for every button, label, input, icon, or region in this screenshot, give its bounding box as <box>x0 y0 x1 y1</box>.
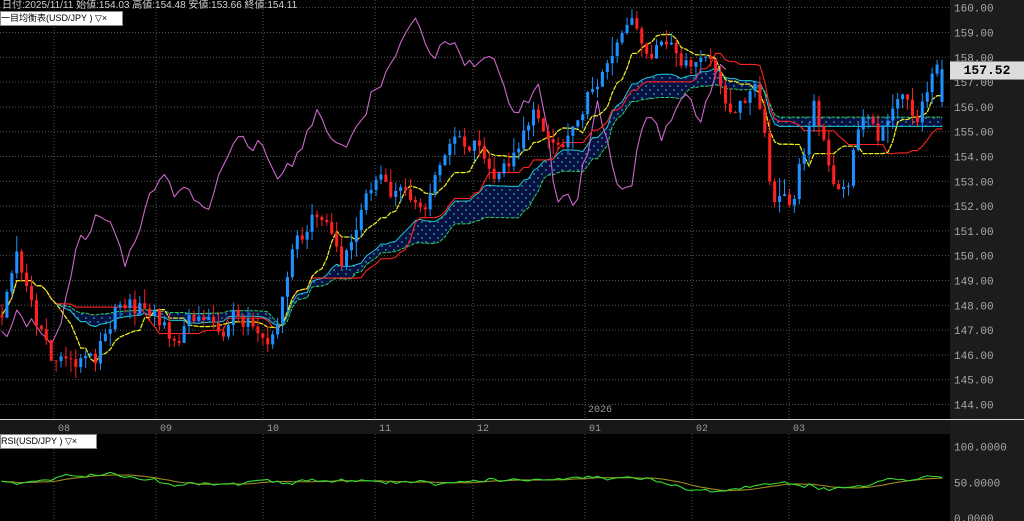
svg-text:156.00: 156.00 <box>954 103 994 115</box>
svg-text:144.00: 144.00 <box>954 400 994 412</box>
svg-text:155.00: 155.00 <box>954 128 994 140</box>
svg-text:0.0000: 0.0000 <box>954 514 994 521</box>
svg-text:153.00: 153.00 <box>954 177 994 189</box>
svg-text:157.00: 157.00 <box>954 78 994 90</box>
svg-text:50.0000: 50.0000 <box>954 479 1000 491</box>
svg-text:145.00: 145.00 <box>954 376 994 388</box>
svg-text:100.0000: 100.0000 <box>954 443 1007 455</box>
svg-text:154.00: 154.00 <box>954 152 994 164</box>
svg-text:146.00: 146.00 <box>954 351 994 363</box>
svg-text:147.00: 147.00 <box>954 326 994 338</box>
svg-text:148.00: 148.00 <box>954 301 994 313</box>
svg-text:149.00: 149.00 <box>954 276 994 288</box>
svg-text:160.00: 160.00 <box>954 4 994 16</box>
svg-text:152.00: 152.00 <box>954 202 994 214</box>
svg-text:159.00: 159.00 <box>954 28 994 40</box>
svg-text:150.00: 150.00 <box>954 252 994 264</box>
svg-text:151.00: 151.00 <box>954 227 994 239</box>
